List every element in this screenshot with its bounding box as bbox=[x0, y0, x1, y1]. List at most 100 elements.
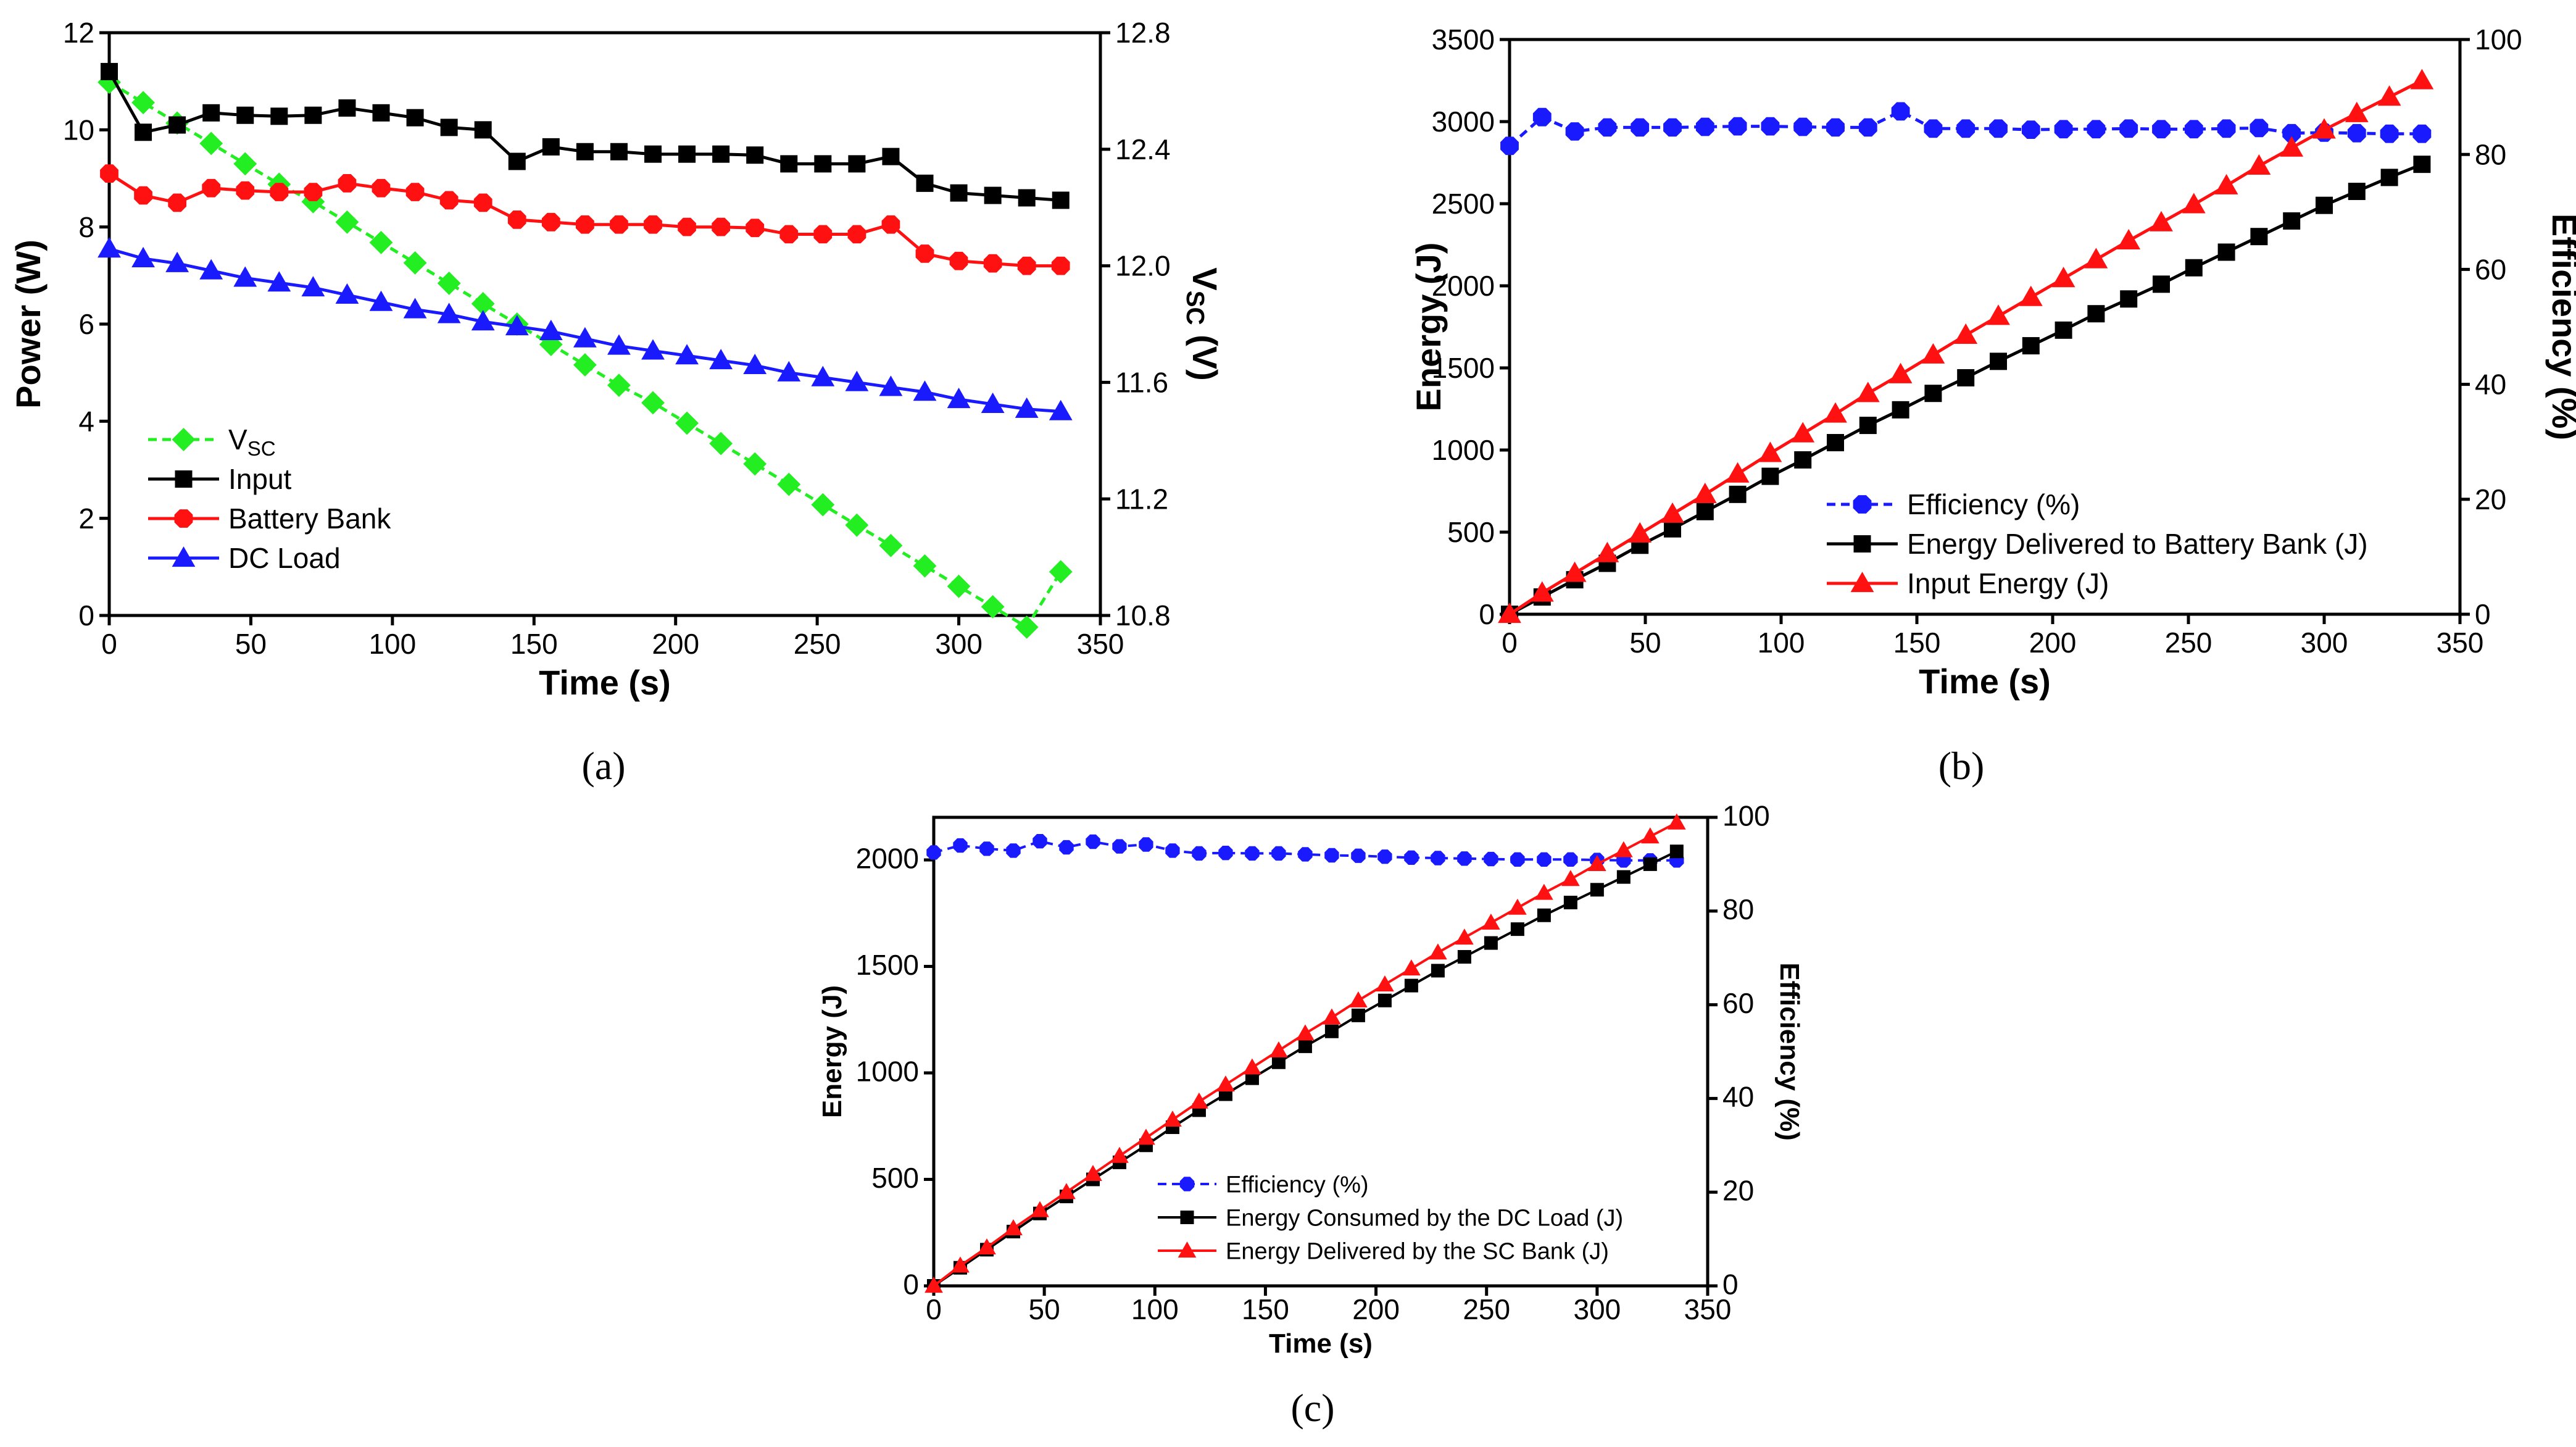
data-point bbox=[1614, 841, 1633, 857]
data-point bbox=[1057, 1183, 1076, 1199]
data-point bbox=[508, 152, 526, 170]
data-point bbox=[675, 344, 699, 365]
data-point bbox=[2410, 69, 2434, 90]
series-dc-load bbox=[98, 237, 1073, 420]
x-tick-label: 100 bbox=[1131, 1293, 1179, 1325]
data-point bbox=[2280, 136, 2304, 157]
data-point bbox=[1216, 1075, 1235, 1092]
y2-tick-label: 12.0 bbox=[1115, 250, 1171, 282]
x-tick-label: 0 bbox=[1502, 627, 1518, 659]
x-tick-label: 150 bbox=[1242, 1293, 1289, 1325]
x-tick-label: 0 bbox=[926, 1293, 942, 1325]
legend-marker bbox=[174, 509, 193, 528]
data-point bbox=[2413, 156, 2431, 173]
data-point bbox=[978, 1238, 996, 1255]
x-tick-label: 150 bbox=[1893, 627, 1941, 659]
data-point bbox=[168, 116, 186, 134]
panel-label-c: (c) bbox=[1290, 1386, 1334, 1430]
data-point bbox=[1004, 1219, 1023, 1235]
data-point bbox=[1643, 857, 1657, 871]
data-point bbox=[2312, 118, 2336, 139]
chart-c: 0 50 100 150 200 250 300 3500500100015002000020… bbox=[817, 799, 1805, 1430]
data-point bbox=[1924, 119, 1943, 138]
data-point bbox=[1987, 304, 2010, 325]
data-point bbox=[539, 319, 563, 340]
data-point bbox=[2084, 248, 2108, 269]
data-point bbox=[641, 391, 665, 415]
data-point bbox=[1015, 397, 1039, 418]
series-efficiency bbox=[1500, 102, 2432, 156]
data-point bbox=[1891, 102, 1910, 121]
data-point bbox=[1758, 441, 1782, 462]
data-point bbox=[1956, 119, 1976, 138]
data-point bbox=[1190, 1092, 1208, 1109]
data-point bbox=[372, 104, 390, 122]
data-point bbox=[2087, 305, 2105, 323]
x-tick-label: 200 bbox=[652, 628, 699, 660]
y-tick-label: 1000 bbox=[856, 1055, 919, 1087]
x-tick-label: 300 bbox=[935, 628, 983, 660]
data-point bbox=[1921, 343, 1945, 364]
data-point bbox=[403, 298, 427, 319]
data-point bbox=[610, 215, 628, 234]
data-point bbox=[134, 186, 152, 205]
data-point bbox=[1017, 256, 1036, 275]
data-point bbox=[471, 310, 495, 331]
y2-tick-label: 20 bbox=[2475, 483, 2506, 515]
data-point bbox=[236, 181, 255, 200]
data-point bbox=[811, 365, 835, 386]
data-point bbox=[98, 237, 121, 258]
data-point bbox=[1590, 883, 1604, 897]
data-point bbox=[1110, 1146, 1129, 1163]
data-point bbox=[1640, 827, 1660, 844]
y-tick-label: 10 bbox=[63, 114, 94, 146]
data-point bbox=[1794, 451, 1812, 469]
series-input bbox=[101, 62, 1070, 209]
data-point bbox=[236, 106, 254, 124]
x-tick-label: 0 bbox=[101, 628, 117, 660]
data-point bbox=[1351, 848, 1366, 863]
data-point bbox=[947, 388, 971, 409]
data-point bbox=[1563, 852, 1578, 867]
y2-tick-label: 80 bbox=[2475, 138, 2506, 170]
data-point bbox=[2153, 275, 2170, 293]
data-point bbox=[1888, 362, 1913, 383]
data-point bbox=[1032, 834, 1047, 849]
y-tick-label: 2000 bbox=[856, 842, 919, 874]
x-axis-title: Time (s) bbox=[1269, 1328, 1373, 1359]
data-point bbox=[233, 266, 257, 287]
data-point bbox=[678, 217, 696, 236]
data-point bbox=[913, 554, 937, 578]
data-point bbox=[1351, 1008, 1365, 1022]
chart-a: 0 50 100 150 200 250 300 350 0 2 4 6 8 10 12 10.8 11.2 11… bbox=[9, 17, 1224, 788]
data-point bbox=[1059, 840, 1074, 855]
series-input-energy-j bbox=[1498, 69, 2434, 623]
data-point bbox=[644, 145, 662, 163]
data-point bbox=[675, 411, 699, 435]
legend-marker bbox=[1179, 1177, 1195, 1191]
data-point bbox=[1859, 417, 1877, 435]
data-point bbox=[542, 138, 560, 156]
data-point bbox=[811, 493, 835, 517]
data-point bbox=[1018, 189, 1036, 207]
data-point bbox=[1826, 118, 1845, 137]
data-point bbox=[338, 99, 356, 117]
data-point bbox=[2345, 101, 2369, 122]
y2-axis-title: Efficiency (%) bbox=[1774, 962, 1805, 1141]
data-point bbox=[2055, 321, 2072, 339]
data-point bbox=[1192, 846, 1207, 861]
data-point bbox=[845, 513, 869, 537]
data-point bbox=[1791, 422, 1815, 443]
data-point bbox=[1729, 485, 1747, 503]
legend-marker bbox=[1853, 535, 1871, 553]
series-line bbox=[1508, 109, 2422, 148]
data-point bbox=[813, 225, 833, 244]
y-tick-label: 0 bbox=[903, 1268, 919, 1300]
data-point bbox=[712, 145, 730, 163]
data-point bbox=[1457, 851, 1472, 866]
x-tick-label: 250 bbox=[1463, 1293, 1510, 1325]
data-point bbox=[1349, 991, 1368, 1007]
y2-tick-label: 12.8 bbox=[1115, 17, 1171, 49]
y-tick-label: 0 bbox=[78, 599, 94, 632]
